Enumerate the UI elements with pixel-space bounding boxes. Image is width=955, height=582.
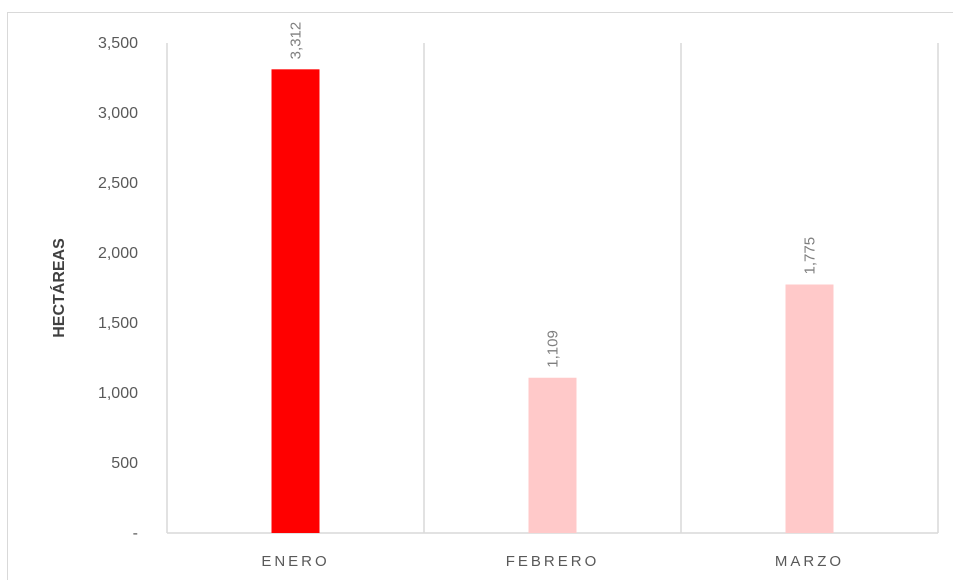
x-tick-label: ENERO <box>261 553 329 570</box>
data-label: 1,775 <box>802 237 819 275</box>
y-tick-label: - <box>133 525 138 542</box>
y-tick-label: 1,000 <box>98 385 138 402</box>
bar-marzo <box>785 284 834 533</box>
y-axis-ticks: - 500 1,000 1,500 2,000 2,500 3,000 3,500 <box>98 35 138 542</box>
y-axis-label: HECTÁREAS <box>49 238 68 338</box>
x-tick-label: MARZO <box>775 553 844 570</box>
y-tick-label: 2,000 <box>98 245 138 262</box>
chart-frame <box>7 12 953 580</box>
y-tick-label: 3,000 <box>98 105 138 122</box>
data-label: 1,109 <box>545 330 562 368</box>
bars <box>271 69 834 533</box>
y-tick-label: 1,500 <box>98 315 138 332</box>
bar-enero <box>271 69 320 533</box>
y-tick-label: 3,500 <box>98 35 138 52</box>
data-label: 3,312 <box>288 22 305 60</box>
y-tick-label: 500 <box>111 455 138 472</box>
x-axis-categories: ENERO FEBRERO MARZO <box>261 553 844 570</box>
x-tick-label: FEBRERO <box>506 553 600 570</box>
y-tick-label: 2,500 <box>98 175 138 192</box>
bar-febrero <box>528 377 577 533</box>
data-labels: 3,312 1,109 1,775 <box>288 22 819 368</box>
